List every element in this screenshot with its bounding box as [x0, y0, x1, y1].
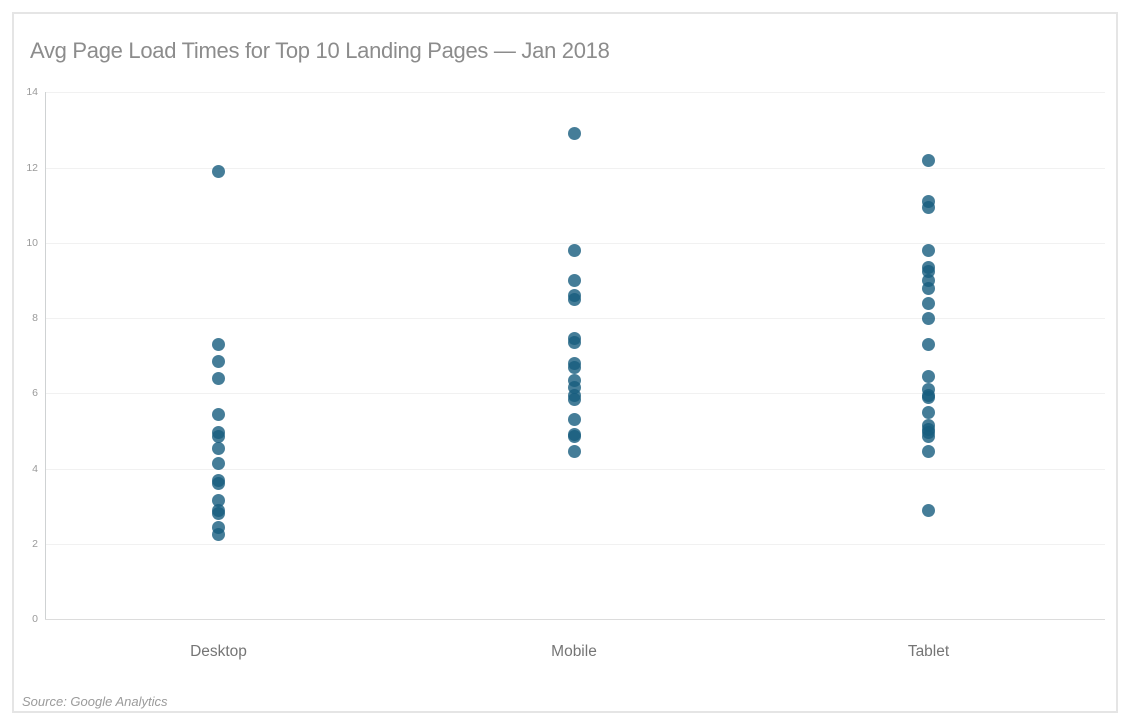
data-point-desktop[interactable] — [212, 528, 225, 542]
y-axis-tick-label: 10 — [26, 236, 38, 249]
data-point-mobile[interactable] — [567, 445, 581, 459]
x-axis-line — [45, 619, 1105, 621]
data-point-mobile[interactable] — [567, 360, 581, 374]
y-axis-tick-label: 2 — [32, 538, 38, 551]
data-point-desktop[interactable] — [212, 430, 225, 444]
y-axis-tick-label: 4 — [32, 462, 38, 475]
data-point-desktop[interactable] — [212, 164, 225, 178]
y-axis-tick-label: 12 — [26, 161, 38, 174]
data-point-mobile[interactable] — [567, 336, 581, 350]
data-point-mobile[interactable] — [567, 392, 581, 406]
data-point-tablet[interactable] — [922, 311, 935, 325]
data-point-tablet[interactable] — [922, 503, 935, 517]
data-point-tablet[interactable] — [922, 296, 935, 310]
chart-title: Avg Page Load Times for Top 10 Landing P… — [30, 38, 610, 63]
data-point-desktop[interactable] — [212, 441, 225, 455]
gridline — [45, 468, 1105, 470]
gridline — [45, 318, 1105, 320]
data-point-desktop[interactable] — [212, 507, 225, 521]
x-axis-category-label: Mobile — [551, 643, 597, 660]
x-axis-category-label: Tablet — [907, 643, 950, 660]
data-point-mobile[interactable] — [567, 292, 581, 306]
x-axis-category-label: Desktop — [190, 643, 247, 660]
source-note: Source: Google Analytics — [22, 694, 168, 709]
y-axis-line — [45, 92, 46, 620]
data-point-desktop[interactable] — [212, 477, 225, 491]
data-point-mobile[interactable] — [567, 243, 581, 257]
data-point-desktop[interactable] — [212, 354, 225, 368]
data-point-desktop[interactable] — [212, 371, 225, 385]
data-point-desktop[interactable] — [212, 456, 225, 470]
gridline — [45, 242, 1105, 244]
data-point-tablet[interactable] — [922, 243, 935, 257]
data-point-tablet[interactable] — [922, 153, 935, 167]
data-point-tablet[interactable] — [922, 200, 935, 214]
data-point-desktop[interactable] — [212, 407, 225, 421]
gridline — [45, 167, 1105, 169]
data-point-mobile[interactable] — [567, 413, 581, 427]
chart-card: Avg Page Load Times for Top 10 Landing P… — [12, 12, 1118, 713]
y-axis-tick-label: 6 — [32, 387, 38, 400]
data-point-tablet[interactable] — [922, 370, 935, 384]
gridline — [45, 544, 1105, 546]
gridline — [45, 92, 1105, 94]
data-point-tablet[interactable] — [922, 281, 935, 295]
y-axis-tick-label: 14 — [26, 86, 38, 99]
data-point-tablet[interactable] — [922, 430, 935, 444]
data-point-mobile[interactable] — [567, 430, 581, 444]
data-point-tablet[interactable] — [922, 338, 935, 352]
data-point-mobile[interactable] — [567, 127, 581, 141]
data-point-tablet[interactable] — [922, 445, 935, 459]
y-axis-tick-label: 8 — [32, 312, 38, 325]
data-point-tablet[interactable] — [922, 390, 935, 404]
data-point-mobile[interactable] — [567, 274, 581, 288]
y-axis-tick-label: 0 — [32, 613, 38, 626]
data-point-desktop[interactable] — [212, 338, 225, 352]
data-point-tablet[interactable] — [922, 405, 935, 419]
